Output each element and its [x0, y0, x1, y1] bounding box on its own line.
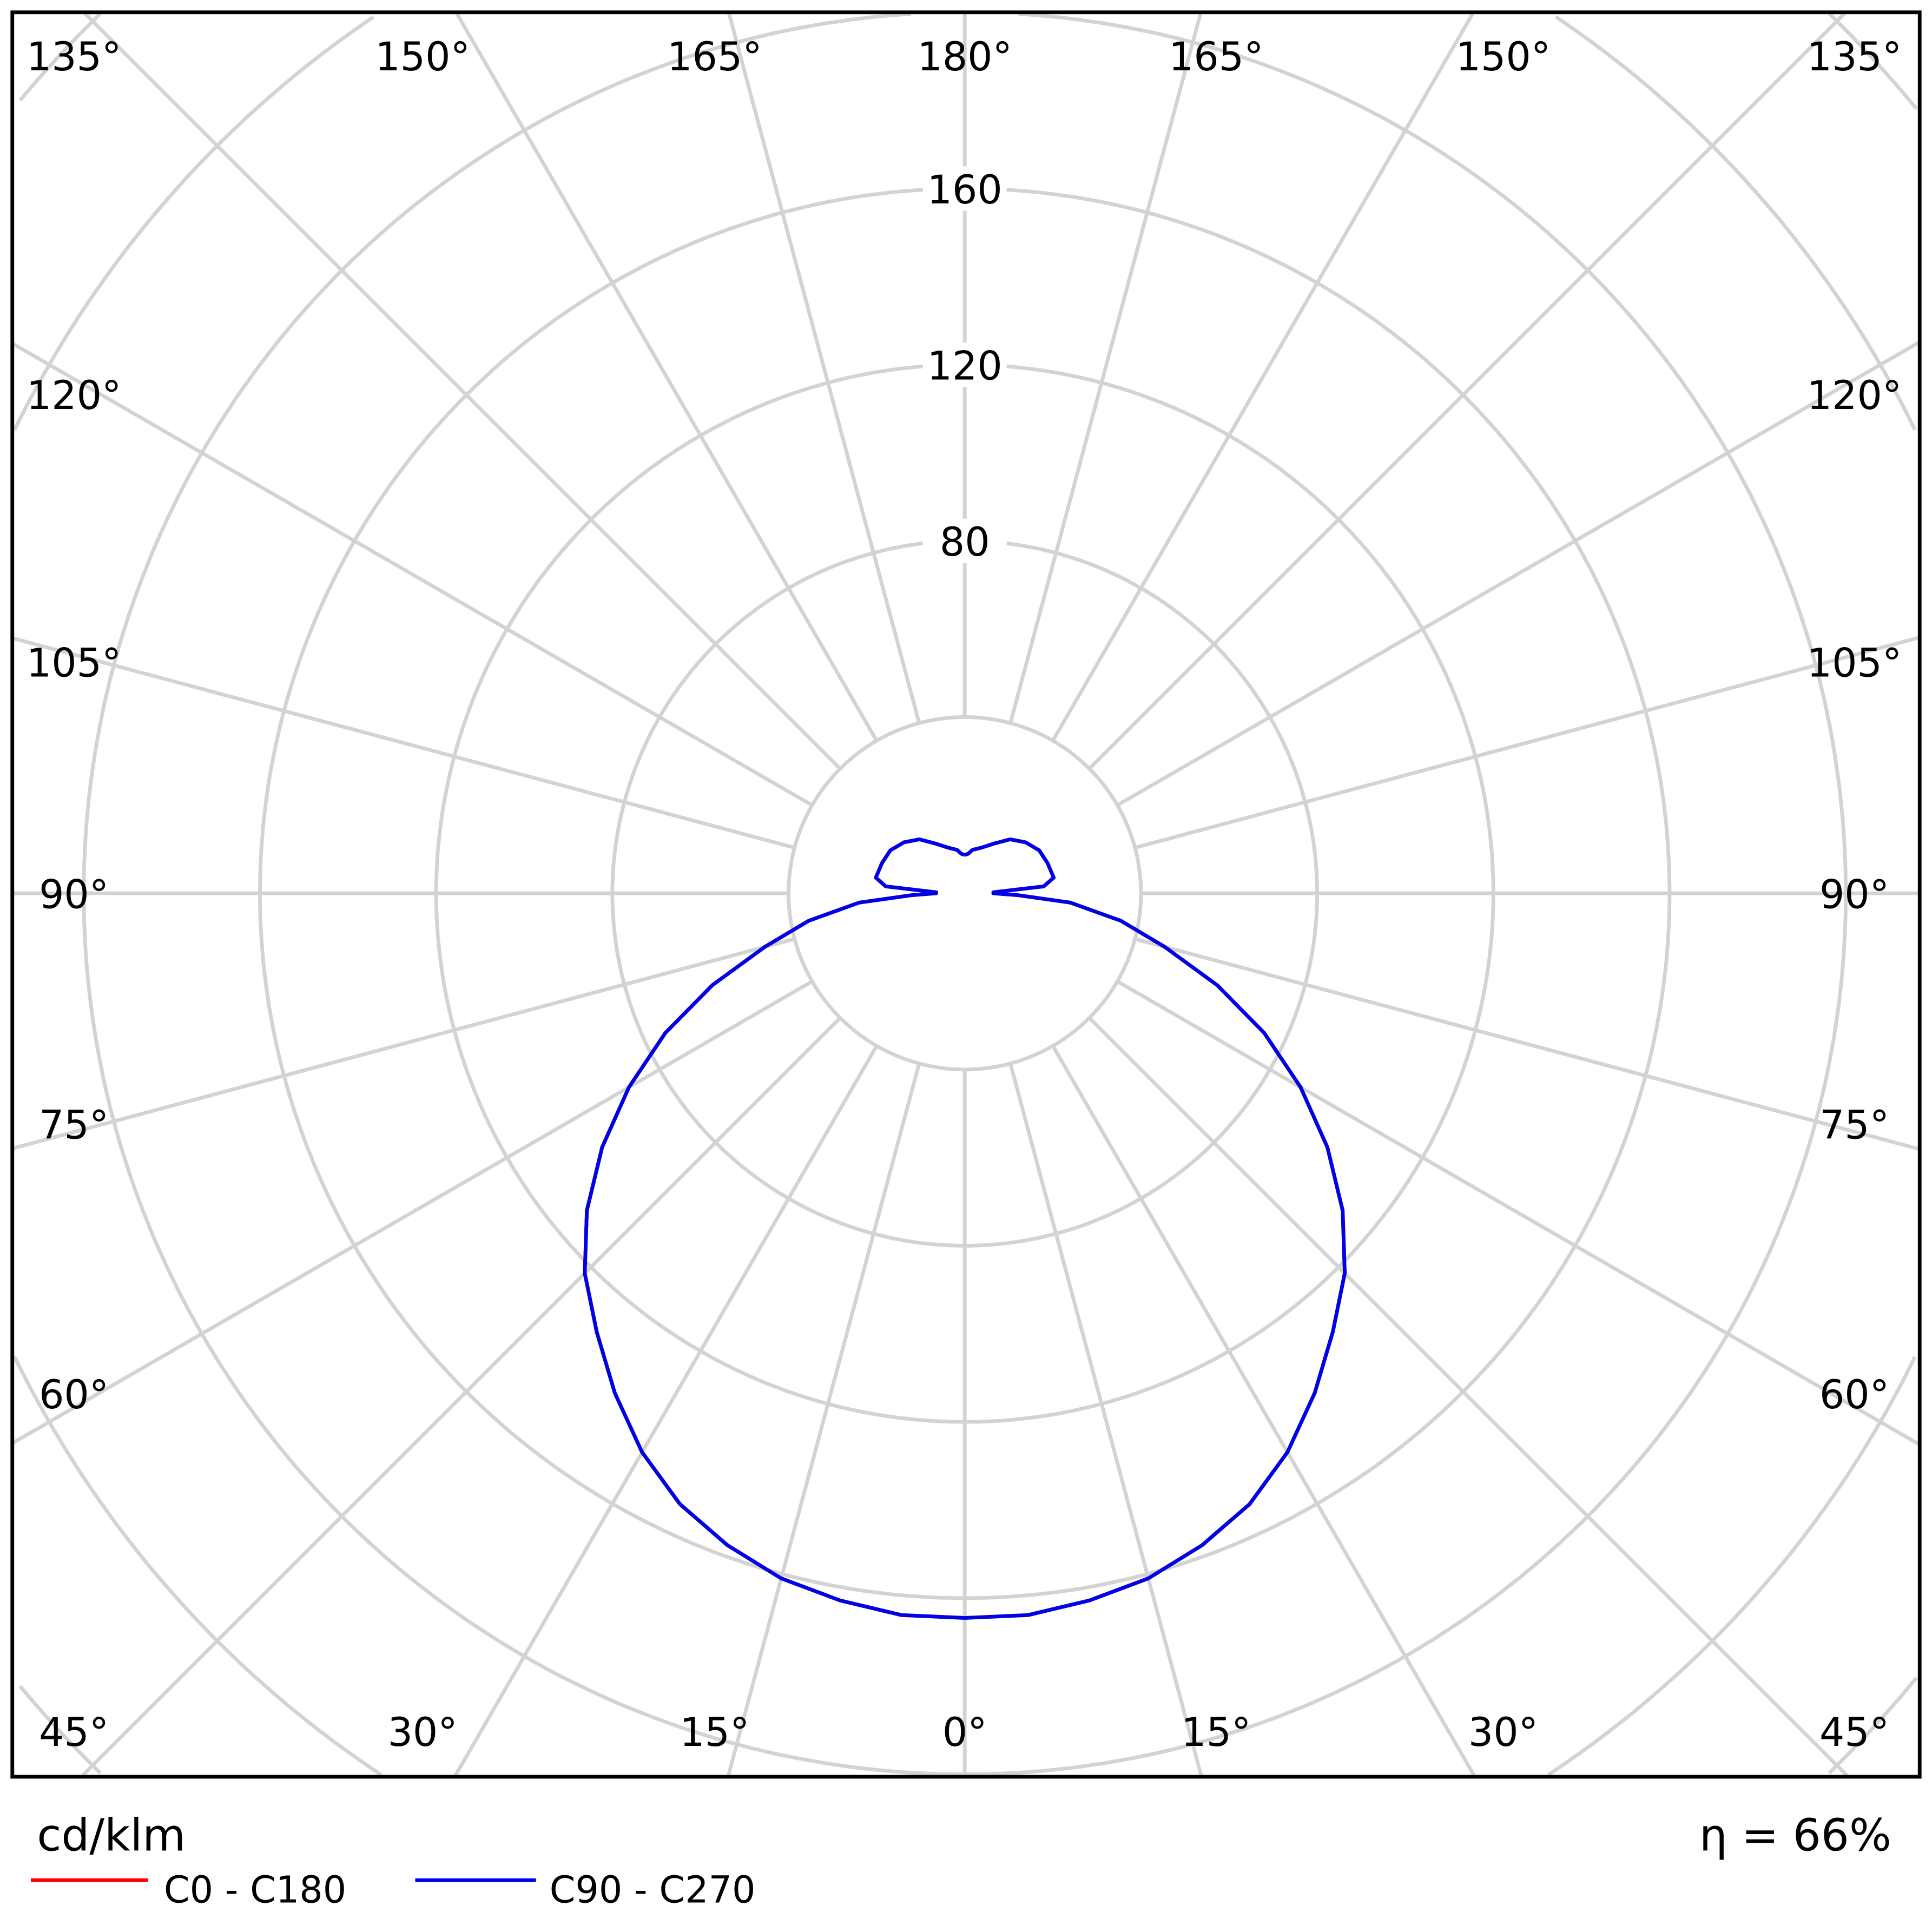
- grid-spoke: [1051, 12, 1474, 742]
- grid-spoke: [453, 1045, 879, 1777]
- grid-spoke: [1134, 636, 1919, 850]
- radial-tick-bg: [922, 166, 1007, 211]
- angle-label: 90°: [1819, 872, 1889, 918]
- plot-frame: [10, 10, 1922, 1779]
- grid-spoke: [83, 12, 842, 770]
- grid-spoke: [1008, 13, 1203, 724]
- angle-label: 15°: [680, 1710, 749, 1756]
- grid-ring-40: [787, 715, 1143, 1072]
- angle-label: 135°: [1807, 34, 1902, 80]
- angle-label: 150°: [1456, 34, 1551, 80]
- angle-label: 30°: [388, 1710, 458, 1756]
- angle-label: 165°: [667, 34, 762, 80]
- radial-tick-labels: 80 120 160: [922, 166, 1007, 565]
- angle-label: 165°: [1169, 34, 1264, 80]
- grid-spoke: [81, 1017, 842, 1777]
- grid-ring-280: [18, 12, 1918, 1775]
- grid-spoke: [727, 13, 921, 724]
- angle-label: 60°: [39, 1372, 109, 1418]
- legend-label-c90: C90 - C270: [550, 1869, 756, 1911]
- grid-spoke: [13, 937, 795, 1150]
- grid-spoke: [1116, 341, 1920, 807]
- legend-label-c0: C0 - C180: [164, 1869, 346, 1911]
- angle-label: 150°: [375, 34, 470, 80]
- grid-spoke: [726, 1063, 921, 1776]
- radial-tick-label: 120: [927, 343, 1003, 389]
- angle-label: 90°: [39, 872, 109, 918]
- angle-label: 45°: [1819, 1710, 1889, 1756]
- grid-spoke: [13, 636, 795, 850]
- grid-ring-200: [82, 12, 1848, 1776]
- grid: [12, 12, 1920, 1777]
- radial-tick-label: 80: [940, 519, 990, 565]
- legend: C0 - C180 C90 - C270: [30, 1869, 756, 1911]
- angle-label: 0°: [942, 1710, 987, 1756]
- angle-label: 30°: [1468, 1710, 1538, 1756]
- efficiency-label: η = 66%: [1699, 1810, 1891, 1862]
- angle-label: 120°: [27, 373, 122, 419]
- grid-spoke: [455, 12, 879, 742]
- angle-label: 105°: [27, 640, 122, 686]
- angle-label: 45°: [39, 1710, 109, 1756]
- curves: [583, 837, 1347, 1620]
- angle-label: 105°: [1807, 640, 1902, 686]
- grid-spoke: [1116, 980, 1920, 1446]
- radial-tick-bg: [922, 342, 1007, 387]
- grid-spoke: [1134, 937, 1919, 1151]
- unit-label: cd/klm: [37, 1810, 186, 1862]
- angle-label: 75°: [1819, 1102, 1889, 1148]
- grid-ring-240: [12, 15, 1917, 1777]
- angle-label: 60°: [1819, 1372, 1889, 1418]
- angle-label: 75°: [39, 1102, 109, 1148]
- angle-label: 15°: [1181, 1710, 1251, 1756]
- grid-spoke: [1088, 12, 1846, 770]
- radial-tick-label: 160: [927, 167, 1003, 213]
- angle-label: 135°: [27, 34, 122, 80]
- grid-spoke: [1051, 1045, 1476, 1777]
- angle-label: 120°: [1807, 373, 1902, 419]
- curve-c90-c270: [583, 837, 1347, 1620]
- grid-spoke: [1088, 1017, 1849, 1777]
- angle-label: 180°: [917, 34, 1012, 80]
- grid-spoke: [12, 342, 813, 807]
- grid-spoke: [12, 980, 813, 1445]
- grid-spoke: [1008, 1063, 1203, 1776]
- radial-tick-bg: [922, 518, 1007, 563]
- angle-labels: 135° 150° 165° 180° 165° 150° 135° 45° 30° 15° 0° 1…: [27, 34, 1902, 1756]
